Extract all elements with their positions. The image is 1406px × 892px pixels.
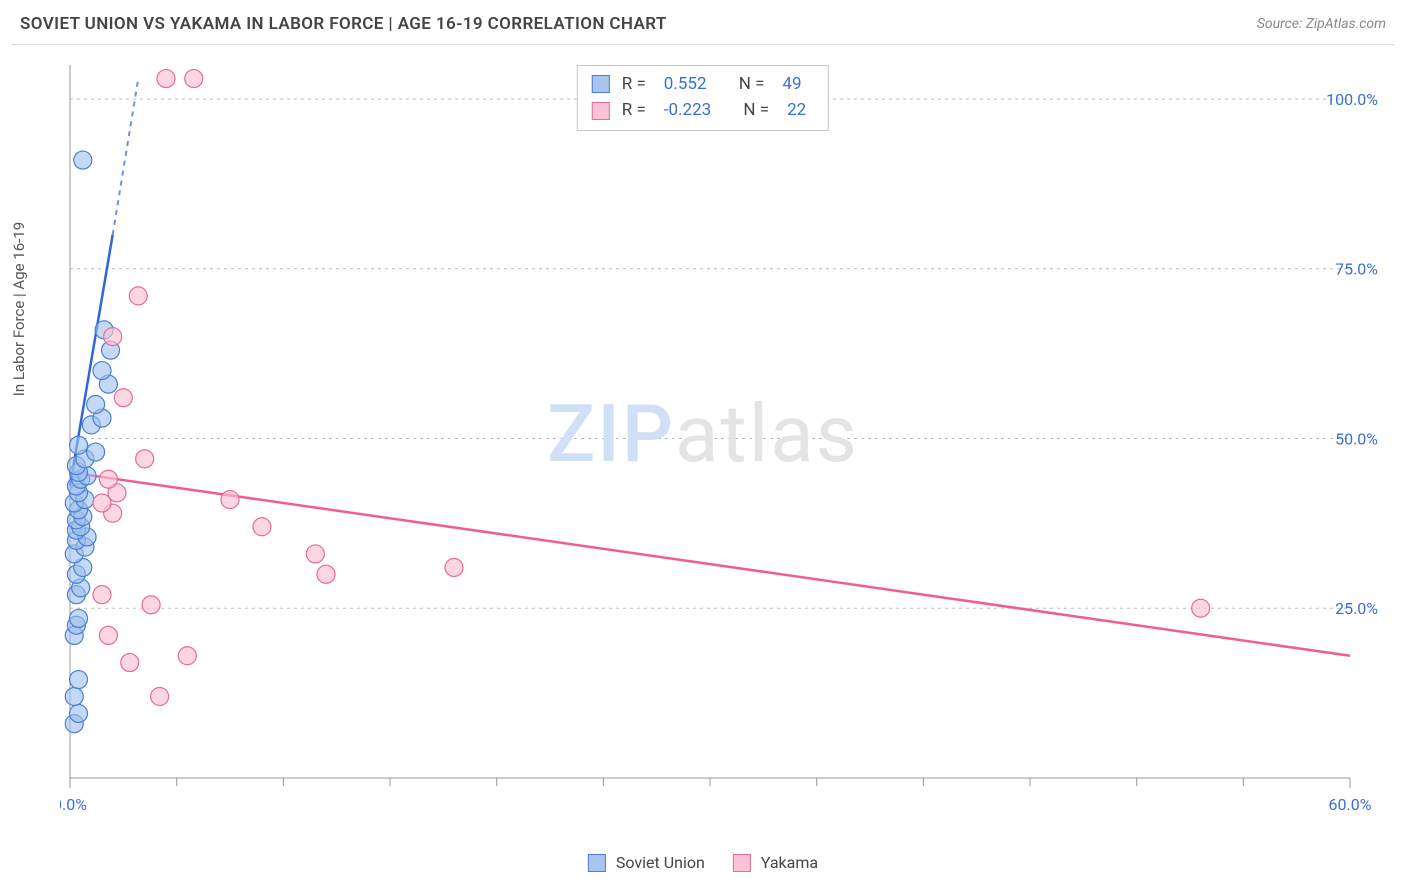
y-tick-label: 50.0%: [1335, 429, 1378, 448]
data-point-yakama: [99, 470, 117, 488]
legend-swatch-blue: [592, 75, 610, 93]
data-point-soviet: [70, 609, 88, 627]
trend-line-yakama: [70, 472, 1350, 655]
r-value: 0.552: [664, 71, 707, 97]
series-legend: Soviet Union Yakama: [588, 853, 818, 872]
y-axis-title: In Labor Force | Age 16-19: [10, 222, 28, 396]
data-point-yakama: [445, 558, 463, 576]
data-point-soviet: [65, 688, 83, 706]
data-point-yakama: [317, 565, 335, 583]
y-tick-label: 75.0%: [1335, 260, 1378, 279]
n-value: 22: [787, 97, 806, 123]
x-tick-label: 60.0%: [1329, 795, 1372, 814]
data-point-yakama: [1192, 599, 1210, 617]
y-tick-label: 100.0%: [1326, 90, 1378, 109]
data-point-yakama: [221, 491, 239, 509]
n-label: N =: [743, 97, 769, 123]
chart-title: SOVIET UNION VS YAKAMA IN LABOR FORCE | …: [20, 14, 667, 34]
data-point-yakama: [178, 647, 196, 665]
chart-area: In Labor Force | Age 16-19 25.0%50.0%75.…: [20, 60, 1386, 872]
series-legend-item: Yakama: [733, 853, 818, 872]
data-point-yakama: [114, 389, 132, 407]
data-point-yakama: [157, 70, 175, 88]
legend-swatch-blue: [588, 854, 606, 872]
data-point-yakama: [121, 654, 139, 672]
data-point-yakama: [185, 70, 203, 88]
y-tick-label: 25.0%: [1335, 599, 1378, 618]
data-point-yakama: [151, 688, 169, 706]
legend-swatch-pink: [733, 854, 751, 872]
data-point-yakama: [253, 518, 271, 536]
scatter-plot: 25.0% 50.0% 75.0% 100.0% 0.0% 60.0%: [60, 60, 1380, 830]
stats-legend-row: R = -0.223 N = 22: [592, 97, 814, 123]
stats-legend-row: R = 0.552 N = 49: [592, 71, 814, 97]
source-label: Source: ZipAtlas.com: [1257, 16, 1386, 32]
data-point-soviet: [87, 396, 105, 414]
data-point-yakama: [99, 626, 117, 644]
data-point-yakama: [104, 328, 122, 346]
data-point-yakama: [136, 450, 154, 468]
data-point-yakama: [306, 545, 324, 563]
series-legend-item: Soviet Union: [588, 853, 705, 872]
data-point-soviet: [70, 671, 88, 689]
n-label: N =: [739, 71, 765, 97]
stats-legend: R = 0.552 N = 49 R = -0.223 N = 22: [577, 65, 829, 131]
data-point-soviet: [93, 362, 111, 380]
data-point-yakama: [129, 287, 147, 305]
r-label: R =: [622, 71, 646, 97]
n-value: 49: [782, 71, 801, 97]
x-tick-label: 0.0%: [60, 795, 87, 814]
title-bar: SOVIET UNION VS YAKAMA IN LABOR FORCE | …: [0, 0, 1406, 44]
trend-line-soviet-extrap: [113, 79, 139, 235]
data-point-yakama: [93, 586, 111, 604]
r-value: -0.223: [664, 97, 711, 123]
r-label: R =: [622, 97, 646, 123]
series-label: Yakama: [761, 853, 818, 872]
legend-swatch-pink: [592, 102, 610, 120]
title-divider: [12, 44, 1394, 45]
data-point-soviet: [70, 704, 88, 722]
data-point-soviet: [70, 436, 88, 454]
data-point-soviet: [87, 443, 105, 461]
data-point-yakama: [142, 596, 160, 614]
series-label: Soviet Union: [616, 853, 705, 872]
data-point-soviet: [74, 151, 92, 169]
